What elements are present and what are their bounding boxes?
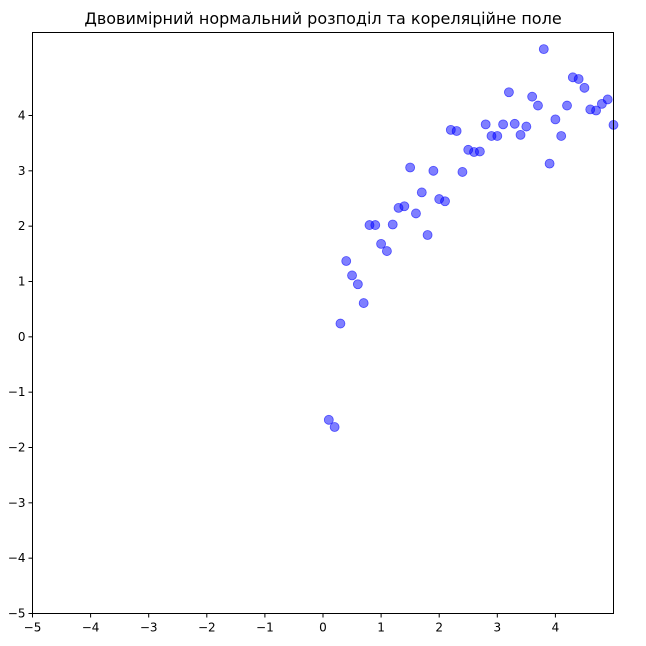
data-point	[352, 279, 363, 290]
data-point	[498, 119, 509, 130]
data-point	[492, 131, 503, 141]
y-tick-label: 0	[18, 330, 26, 344]
data-point	[399, 201, 410, 212]
data-point	[579, 82, 590, 93]
data-point	[405, 162, 416, 173]
points-layer	[323, 44, 619, 432]
data-point	[515, 129, 526, 140]
data-point	[504, 87, 514, 98]
data-point	[521, 121, 532, 132]
data-point	[562, 100, 572, 111]
data-point	[550, 114, 561, 125]
y-tick-label: −3	[8, 496, 26, 510]
data-point	[591, 105, 601, 116]
data-point	[509, 118, 520, 129]
data-point	[341, 256, 352, 266]
data-point	[533, 100, 543, 111]
y-tick-label: −1	[8, 385, 26, 399]
y-tick-label: 1	[18, 275, 26, 289]
data-point	[335, 318, 346, 329]
data-point	[387, 219, 398, 230]
data-point	[527, 91, 538, 102]
data-point	[411, 208, 421, 219]
data-point	[544, 158, 555, 169]
y-tick-label: 4	[18, 109, 26, 123]
data-point	[538, 44, 549, 54]
y-tick-label: −2	[8, 441, 26, 455]
data-point	[573, 74, 584, 84]
x-tick-label: 4	[552, 621, 560, 635]
x-tick-label: 3	[493, 621, 501, 635]
x-tick-label: 1	[377, 621, 385, 635]
data-point	[382, 246, 392, 256]
data-point	[480, 119, 491, 130]
data-point	[416, 187, 427, 198]
plot-frame	[32, 32, 614, 614]
data-point	[457, 167, 468, 177]
data-point	[376, 238, 387, 249]
x-tick-label: −3	[140, 621, 158, 635]
x-tick-label: −5	[24, 621, 42, 635]
data-point	[358, 298, 369, 308]
data-point	[602, 94, 613, 105]
data-point	[556, 131, 567, 141]
data-point	[347, 270, 357, 281]
x-axis: −5 −4 −3 −2 −1 0 1 2 3 4	[24, 613, 560, 635]
y-tick-label: 2	[18, 219, 26, 233]
y-axis: −5 −4 −3 −2 −1 0 1 2 3 4	[8, 109, 33, 621]
data-point	[422, 230, 433, 240]
data-point	[474, 146, 485, 157]
x-tick-label: −4	[82, 621, 100, 635]
data-point	[323, 414, 334, 425]
y-tick-label: −5	[8, 607, 26, 621]
data-point	[370, 220, 381, 230]
data-point	[428, 165, 439, 176]
y-tick-label: 3	[18, 164, 26, 178]
x-tick-label: −2	[198, 621, 216, 635]
chart-title: Двовимірний нормальний розподіл та корел…	[84, 9, 561, 28]
x-tick-label: 2	[435, 621, 443, 635]
x-tick-label: −1	[256, 621, 274, 635]
data-point	[440, 196, 450, 207]
data-point	[329, 422, 340, 432]
y-tick-label: −4	[8, 551, 26, 565]
data-point	[451, 126, 462, 136]
x-tick-label: 0	[319, 621, 327, 635]
